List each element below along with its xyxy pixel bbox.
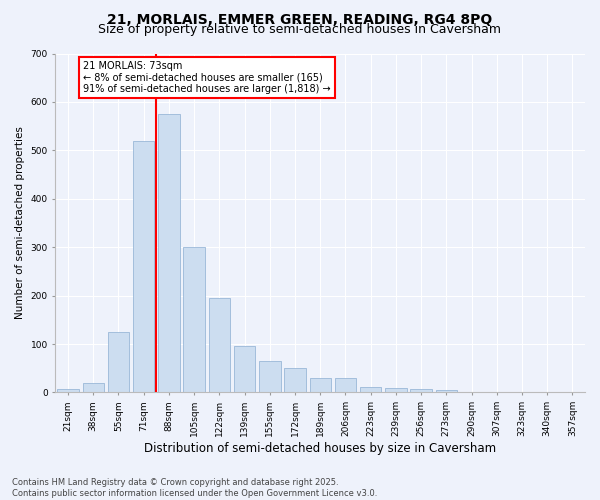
X-axis label: Distribution of semi-detached houses by size in Caversham: Distribution of semi-detached houses by … <box>144 442 496 455</box>
Bar <box>335 378 356 392</box>
Bar <box>108 332 129 392</box>
Bar <box>284 368 306 392</box>
Text: Contains HM Land Registry data © Crown copyright and database right 2025.
Contai: Contains HM Land Registry data © Crown c… <box>12 478 377 498</box>
Bar <box>310 378 331 392</box>
Y-axis label: Number of semi-detached properties: Number of semi-detached properties <box>15 126 25 320</box>
Text: 21 MORLAIS: 73sqm
← 8% of semi-detached houses are smaller (165)
91% of semi-det: 21 MORLAIS: 73sqm ← 8% of semi-detached … <box>83 61 331 94</box>
Bar <box>209 298 230 392</box>
Bar <box>234 346 255 393</box>
Text: Size of property relative to semi-detached houses in Caversham: Size of property relative to semi-detach… <box>98 22 502 36</box>
Bar <box>259 361 281 392</box>
Bar <box>436 390 457 392</box>
Text: 21, MORLAIS, EMMER GREEN, READING, RG4 8PQ: 21, MORLAIS, EMMER GREEN, READING, RG4 8… <box>107 12 493 26</box>
Bar <box>184 247 205 392</box>
Bar <box>58 388 79 392</box>
Bar <box>385 388 407 392</box>
Bar <box>360 386 382 392</box>
Bar <box>410 388 432 392</box>
Bar <box>133 140 154 392</box>
Bar <box>158 114 179 392</box>
Bar <box>83 382 104 392</box>
